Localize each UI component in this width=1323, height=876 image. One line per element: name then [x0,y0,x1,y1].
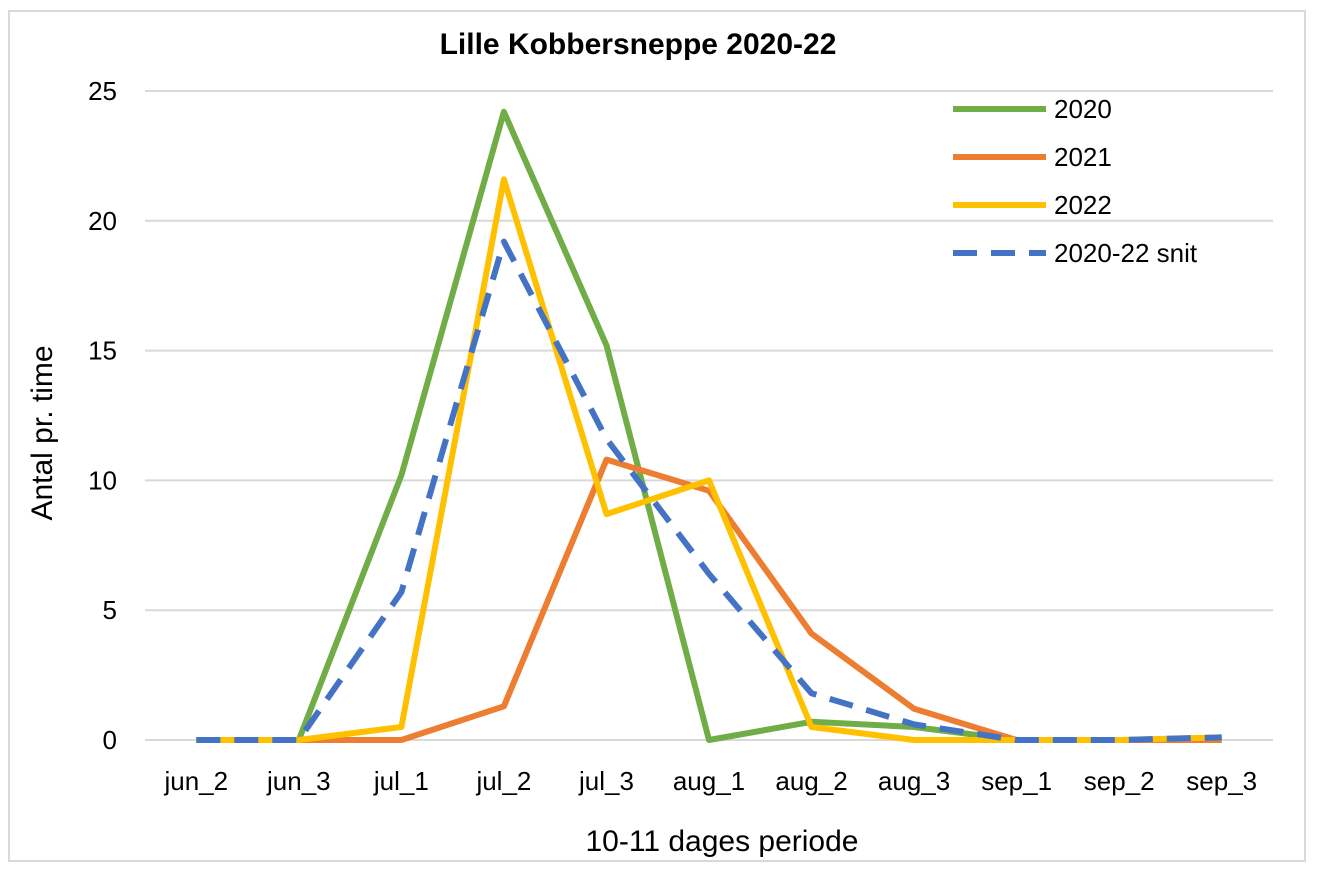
series-lines [196,108,1222,743]
chart-frame [8,10,1306,862]
y-tick-label: 5 [103,595,117,625]
chart-title: Lille Kobbersneppe 2020-22 [440,28,837,61]
y-tick-label: 0 [103,725,117,755]
y-tick-label: 20 [88,206,117,236]
x-tick-label: aug_3 [878,766,950,796]
x-tick-label: jul_1 [373,766,429,796]
x-tick-label: aug_2 [775,766,847,796]
gridlines [145,90,1273,741]
x-tick-label: aug_1 [673,766,745,796]
x-tick-label: sep_1 [981,766,1052,796]
legend: 2020 2021 2022 2020-22 snit [953,94,1198,268]
y-axis-title: Antal pr. time [26,345,59,520]
legend-label: 2020 [1054,94,1112,124]
x-tick-label: sep_3 [1186,766,1257,796]
y-tick-label: 25 [88,76,117,106]
x-axis-ticks: jun_2 jun_3 jul_1 jul_2 jul_3 aug_1 aug_2 aug_3… [163,766,1257,796]
x-tick-label: jul_3 [578,766,634,796]
x-axis-title: 10-11 dages periode [586,825,859,858]
x-tick-label: jul_2 [475,766,531,796]
y-tick-label: 15 [88,336,117,366]
x-tick-label: jun_3 [266,766,331,796]
y-tick-label: 10 [88,465,117,495]
x-tick-label: sep_2 [1084,766,1155,796]
y-axis-ticks: 0 5 10 15 20 25 [88,76,117,755]
legend-label: 2021 [1054,142,1112,172]
legend-label: 2020-22 snit [1054,238,1198,268]
x-tick-label: jun_2 [163,766,228,796]
legend-label: 2022 [1054,190,1112,220]
